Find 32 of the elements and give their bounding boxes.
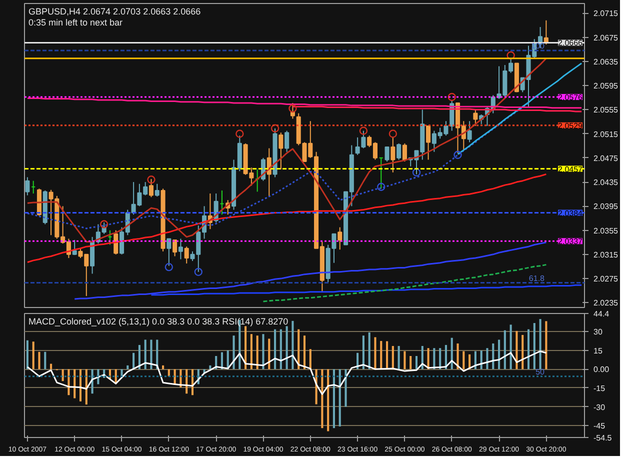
y-tick-label: 2.0235: [594, 298, 619, 308]
y-tick-label: 0.00: [594, 365, 610, 374]
ref-line-label: 2.0337: [558, 237, 584, 246]
y-tick-label: -45: [594, 422, 606, 431]
y-tick-label: 2.0435: [594, 178, 619, 188]
chart-title: GBPUSD,H4 2.0674 2.0703 2.0663 2.0666: [28, 6, 201, 16]
y-tick-label: 15: [594, 346, 603, 356]
y-tick-label: 2.0515: [594, 130, 619, 139]
y-tick-label: 30: [594, 328, 603, 337]
y-tick-label: -54.5: [594, 434, 612, 442]
chart-title: MACD_Colored_v102 (5,13,1) 0.0 38.3 0.0 38.3 RSI(14) 67.8270: [28, 316, 288, 326]
y-tick-label: 2.0475: [594, 154, 619, 163]
ref-line-label: 2.0529: [558, 121, 584, 130]
y-tick-label: 2.0315: [594, 250, 619, 260]
ref-line-label: 2.0576: [558, 92, 584, 102]
y-tick-label: -15: [594, 384, 606, 393]
y-tick-label: 2.0355: [594, 226, 619, 236]
text: 0:35 min left to next bar: [28, 18, 123, 28]
annotation: 50: [536, 367, 546, 376]
y-tick-label: 2.0715: [594, 9, 619, 18]
y-tick-label: 2.0555: [594, 106, 619, 115]
y-tick-label: 2.0275: [594, 274, 619, 284]
ref-line-label: 2.0384: [558, 208, 584, 218]
y-tick-label: 44.4: [594, 310, 610, 318]
y-tick-label: 2.0635: [594, 57, 619, 66]
annotation: 61.8: [528, 274, 546, 283]
y-tick-label: -30: [594, 402, 606, 412]
ref-line-label: 2.0457: [558, 164, 584, 174]
y-tick-label: 2.0675: [594, 33, 619, 42]
y-tick-label: 2.0395: [594, 202, 619, 212]
ref-line-label: 2.0666: [558, 38, 584, 48]
y-tick-label: 2.0595: [594, 82, 619, 91]
